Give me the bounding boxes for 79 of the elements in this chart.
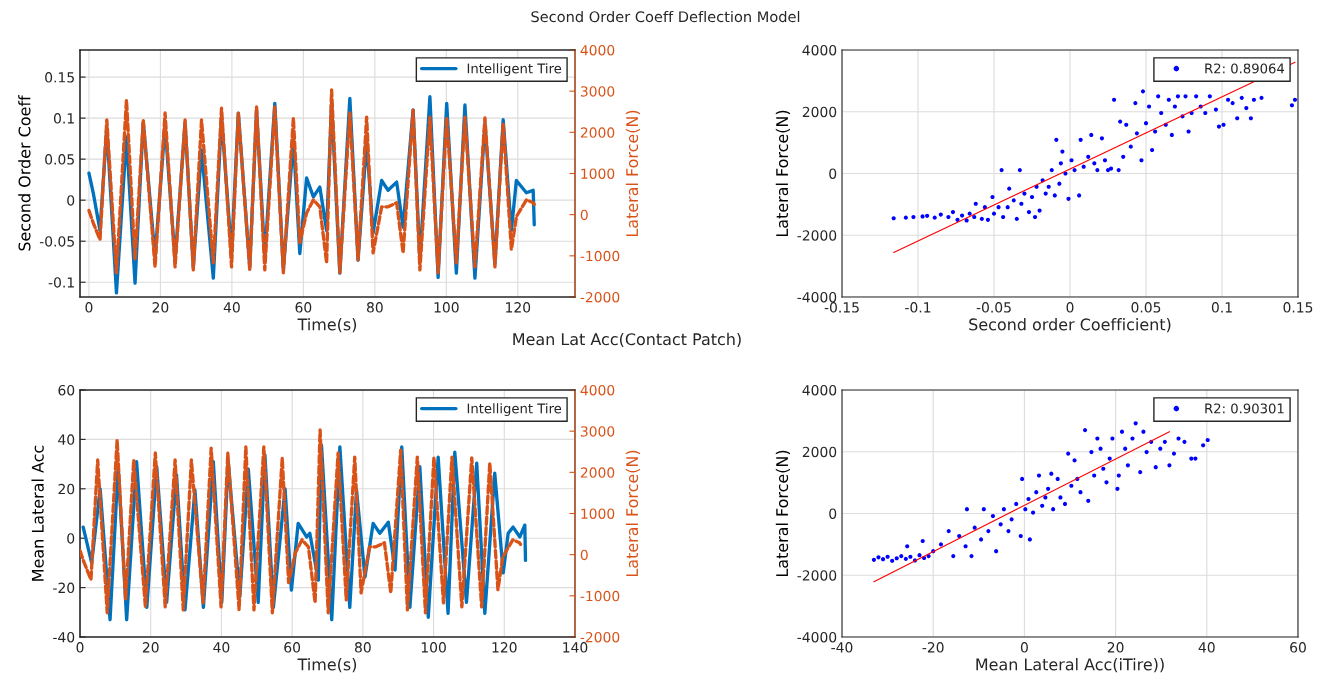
x-tick-label: 0 bbox=[1020, 642, 1028, 653]
x-tick-label: 40 bbox=[1198, 642, 1215, 653]
y2-tick-label: 1000 bbox=[581, 508, 615, 519]
x-tick-label: -0.05 bbox=[976, 302, 1011, 313]
y-tick-label: 40 bbox=[58, 434, 75, 445]
y-axis-title: Second Order Coeff bbox=[18, 95, 31, 251]
y2-axis-title: Lateral Force(N) bbox=[625, 110, 641, 237]
y-tick-label: 2000 bbox=[802, 106, 837, 118]
y-tick-label: 0.1 bbox=[53, 113, 74, 124]
x-axis-title: Time(s) bbox=[297, 318, 357, 333]
y-tick-label: -40 bbox=[53, 631, 75, 643]
x-tick-label: 100 bbox=[434, 302, 459, 313]
x-tick-label: 80 bbox=[354, 642, 371, 653]
x-axis-title: Mean Lateral Acc(iTire)) bbox=[976, 658, 1164, 673]
legend-label: R2: 0.89064 bbox=[1205, 63, 1285, 74]
y2-tick-label: 4000 bbox=[580, 44, 615, 56]
x-tick-label: 0.05 bbox=[1131, 302, 1161, 313]
y-axis-title: Lateral Force(N) bbox=[775, 450, 791, 577]
x-tick-label: 40 bbox=[213, 642, 230, 653]
y-tick-label: -0.05 bbox=[39, 236, 74, 247]
y-tick-label: -2000 bbox=[797, 230, 837, 241]
x-tick-label: 0 bbox=[85, 302, 93, 313]
y-tick-label: -4000 bbox=[797, 631, 837, 643]
x-tick-label: 60 bbox=[1290, 642, 1306, 653]
x-tick-label: -0.1 bbox=[905, 302, 931, 313]
y-tick-label: 20 bbox=[58, 483, 75, 495]
x-tick-label: -20 bbox=[922, 642, 944, 653]
y2-tick-label: 1000 bbox=[581, 168, 615, 179]
y2-tick-label: -2000 bbox=[580, 631, 620, 643]
y-tick-label: -0.1 bbox=[48, 277, 74, 288]
y2-tick-label: 3000 bbox=[580, 426, 615, 437]
y-tick-label: 4000 bbox=[802, 384, 837, 396]
x-tick-label: 20 bbox=[1107, 642, 1124, 653]
y-tick-label: 0 bbox=[829, 508, 837, 519]
y-tick-label: -2000 bbox=[797, 570, 837, 581]
y2-tick-label: 0 bbox=[580, 549, 588, 561]
text: Second Order Coeff Deflection Model bbox=[531, 10, 800, 23]
y2-tick-label: 0 bbox=[580, 209, 588, 221]
y2-tick-label: -1000 bbox=[580, 250, 620, 262]
x-tick-label: -0.15 bbox=[824, 302, 859, 313]
x-tick-label: 0 bbox=[1066, 302, 1074, 313]
y-tick-label: 0.15 bbox=[45, 72, 74, 83]
legend-label: Intelligent Tire bbox=[467, 63, 562, 76]
x-tick-label: 100 bbox=[421, 642, 446, 653]
x-tick-label: 120 bbox=[506, 302, 531, 313]
x-tick-label: 80 bbox=[366, 302, 383, 313]
y-tick-label: 4000 bbox=[802, 44, 837, 56]
y-tick-label: 2000 bbox=[802, 446, 837, 458]
y-tick-label: 0 bbox=[67, 195, 75, 206]
x-axis-title: Time(s) bbox=[297, 658, 357, 673]
y-tick-label: 60 bbox=[58, 384, 75, 396]
legend-label: R2: 0.90301 bbox=[1205, 403, 1284, 414]
y2-tick-label: 3000 bbox=[580, 86, 615, 97]
x-tick-label: 0.15 bbox=[1283, 302, 1313, 313]
y-tick-label: -4000 bbox=[797, 291, 837, 303]
x-tick-label: 140 bbox=[563, 642, 588, 653]
y-tick-label: 0.05 bbox=[45, 154, 74, 165]
x-axis-title: Second order Coefficient) bbox=[969, 318, 1171, 333]
y2-tick-label: -1000 bbox=[580, 590, 620, 602]
y2-tick-label: -2000 bbox=[580, 291, 620, 303]
x-tick-label: 0.1 bbox=[1211, 302, 1232, 313]
x-tick-label: 60 bbox=[284, 642, 301, 653]
y-tick-label: 0 bbox=[829, 168, 837, 179]
y-tick-label: 0 bbox=[67, 533, 75, 544]
y-tick-label: -20 bbox=[53, 582, 75, 594]
x-tick-label: 40 bbox=[223, 302, 240, 313]
x-tick-label: 20 bbox=[152, 302, 169, 313]
y2-tick-label: 4000 bbox=[580, 384, 615, 396]
x-tick-label: 0 bbox=[76, 642, 84, 653]
y2-tick-label: 2000 bbox=[580, 467, 615, 478]
text: Mean Lat Acc(Contact Patch) bbox=[513, 332, 741, 348]
y-axis-title: Mean Lateral Acc bbox=[31, 445, 44, 581]
y2-tick-label: 2000 bbox=[580, 127, 615, 138]
x-tick-label: 60 bbox=[295, 302, 312, 313]
legend-label: Intelligent Tire bbox=[467, 403, 562, 416]
x-tick-label: 120 bbox=[492, 642, 517, 653]
y2-axis-title: Lateral Force(N) bbox=[625, 450, 641, 577]
x-tick-label: 20 bbox=[142, 642, 159, 653]
y-axis-title: Lateral Force(N) bbox=[775, 110, 791, 237]
